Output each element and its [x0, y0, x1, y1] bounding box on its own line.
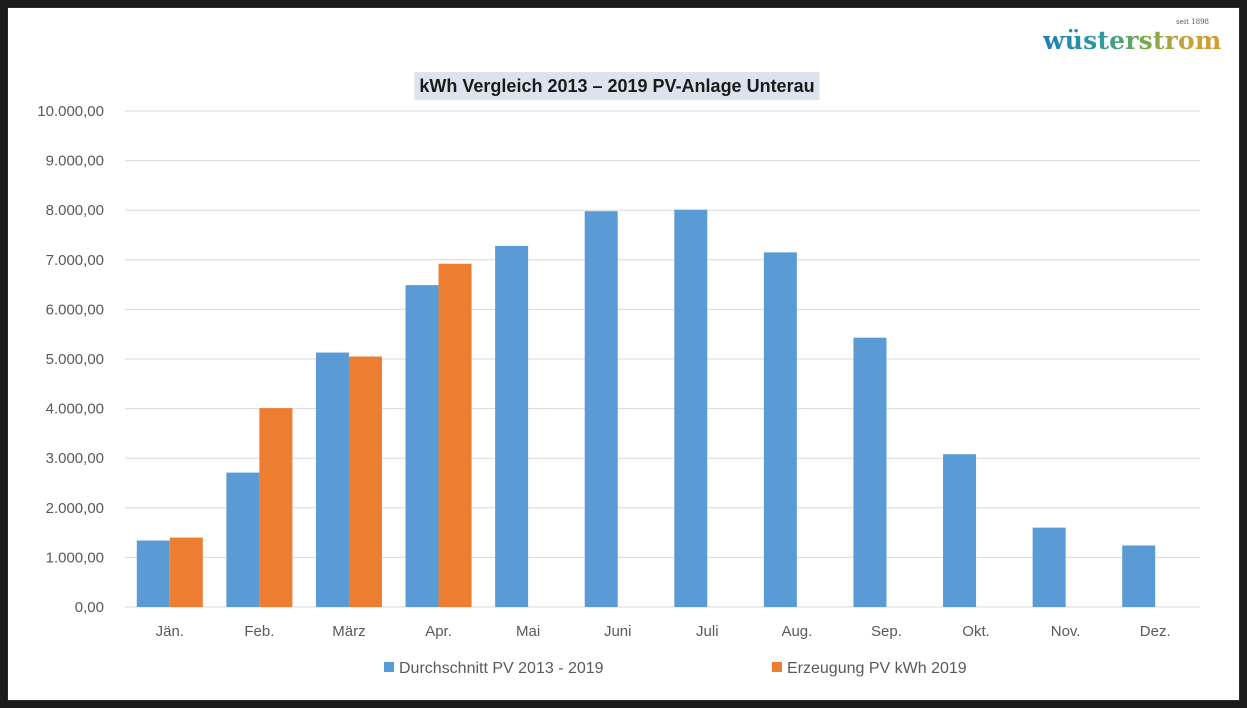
x-tick-label: Okt.: [962, 623, 990, 640]
x-tick-label: Dez.: [1140, 623, 1171, 640]
bar-durchschnitt-3: [405, 285, 439, 607]
x-tick-label: Juni: [604, 623, 632, 640]
y-tick-label: 0,00: [75, 599, 104, 616]
chart-title: kWh Vergleich 2013 – 2019 PV-Anlage Unte…: [419, 76, 814, 96]
bar-durchschnitt-5: [584, 211, 618, 607]
bars: [136, 209, 1156, 608]
x-tick-label: Nov.: [1051, 623, 1081, 640]
y-tick-label: 5.000,00: [46, 351, 104, 368]
y-tick-label: 6.000,00: [46, 301, 104, 318]
legend-swatch-0: [384, 662, 394, 672]
x-tick-label: Apr.: [425, 623, 452, 640]
x-tick-label: Juli: [696, 623, 719, 640]
y-tick-label: 10.000,00: [37, 103, 104, 120]
y-axis-ticks: 0,00 1.000,00 2.000,00 3.000,00 4.000,00 5.00…: [37, 103, 104, 616]
bar-durchschnitt-1: [226, 472, 260, 607]
bar-durchschnitt-4: [495, 245, 529, 608]
y-tick-label: 1.000,00: [46, 549, 104, 566]
gridlines: [125, 110, 1200, 608]
logo-wordmark: wüsterstrom: [1043, 26, 1222, 55]
x-tick-label: Jän.: [156, 623, 184, 640]
bar-erzeugung-2019-3: [438, 263, 472, 607]
y-tick-label: 2.000,00: [46, 500, 104, 517]
y-tick-label: 9.000,00: [46, 153, 104, 170]
wuesterstrom-logo: seit 1898 wüsterstrom: [1043, 18, 1223, 58]
x-axis-ticks: Jän. Feb. März Apr. Mai Juni Juli Aug. Sep. Okt. N…: [156, 623, 1171, 640]
y-tick-label: 4.000,00: [46, 401, 104, 418]
bar-erzeugung-2019-2: [348, 356, 382, 607]
y-tick-label: 8.000,00: [46, 202, 104, 219]
bar-durchschnitt-2: [315, 352, 349, 607]
legend-label-0: Durchschnitt PV 2013 - 2019: [399, 660, 604, 677]
bar-durchschnitt-9: [943, 454, 977, 607]
bar-durchschnitt-8: [853, 337, 887, 607]
bar-durchschnitt-0: [136, 540, 170, 607]
chart-title-background: [414, 72, 820, 100]
bar-durchschnitt-11: [1122, 545, 1156, 607]
x-tick-label: März: [332, 623, 365, 640]
logo-since-text: seit 1898: [1176, 18, 1209, 26]
bar-durchschnitt-10: [1032, 527, 1066, 607]
bar-erzeugung-2019-0: [169, 537, 203, 607]
bar-erzeugung-2019-1: [259, 408, 293, 607]
legend-swatch-1: [772, 662, 782, 672]
legend: Durchschnitt PV 2013 - 2019 Erzeugung PV …: [384, 660, 967, 677]
x-tick-label: Mai: [516, 623, 540, 640]
bar-durchschnitt-7: [763, 252, 797, 608]
x-tick-label: Aug.: [781, 623, 812, 640]
chart-frame: seit 1898 wüsterstrom: [8, 8, 1239, 700]
legend-label-1: Erzeugung PV kWh 2019: [787, 660, 967, 677]
x-tick-label: Sep.: [871, 623, 902, 640]
y-tick-label: 3.000,00: [46, 450, 104, 467]
y-tick-label: 7.000,00: [46, 252, 104, 269]
chart-title-group: kWh Vergleich 2013 – 2019 PV-Anlage Unte…: [414, 72, 820, 100]
x-tick-label: Feb.: [244, 623, 274, 640]
bar-durchschnitt-6: [674, 209, 708, 608]
